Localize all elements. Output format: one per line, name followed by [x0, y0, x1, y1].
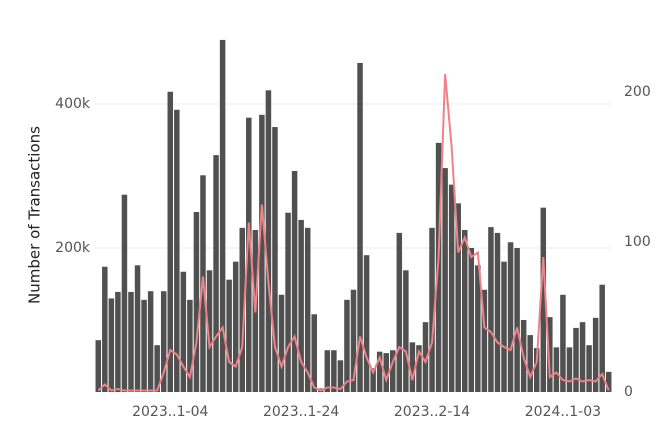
bar [115, 291, 121, 392]
bar [605, 371, 612, 392]
bar [147, 291, 154, 392]
x-tick-label: 2023..1-24 [263, 404, 339, 420]
bar [344, 299, 350, 392]
bar [468, 248, 475, 392]
bar [259, 114, 265, 393]
bar [442, 168, 448, 392]
bar [337, 360, 344, 392]
bar [475, 265, 481, 392]
bar [481, 289, 488, 392]
bar [488, 227, 494, 392]
bar [304, 227, 311, 392]
bar [180, 271, 187, 392]
bar [547, 317, 553, 392]
bar [507, 242, 514, 392]
bar [350, 289, 357, 392]
bar [599, 284, 605, 392]
bar [272, 127, 278, 392]
bar [232, 261, 239, 392]
bar [553, 347, 560, 392]
bar [409, 342, 416, 392]
x-tick-label: 2024..1-03 [525, 404, 601, 420]
bar [363, 255, 370, 392]
bar [154, 345, 160, 392]
bar [102, 266, 108, 392]
bar [134, 265, 141, 392]
x-tick-label: 2023..2-14 [394, 404, 470, 420]
bar [390, 350, 396, 392]
bar [213, 155, 219, 392]
bar [448, 184, 455, 392]
bar [187, 299, 193, 392]
bar [560, 294, 566, 392]
bar [592, 317, 599, 392]
bar [174, 109, 180, 392]
bar [514, 248, 520, 392]
bar [533, 348, 540, 392]
bar [376, 351, 383, 392]
bar [370, 368, 376, 392]
bar [285, 212, 291, 392]
bar [455, 203, 461, 392]
y-tick-label: 400k [55, 96, 91, 112]
bar [108, 298, 115, 392]
bar [416, 345, 422, 392]
bar [95, 340, 102, 392]
bar [167, 91, 174, 392]
line [97, 73, 610, 392]
bar [141, 299, 147, 392]
bar [239, 227, 245, 392]
bar [246, 117, 252, 393]
y-axis-title: Number of Transactions [26, 126, 44, 304]
bar [566, 347, 573, 392]
bar [311, 314, 317, 392]
bar [226, 279, 232, 392]
bar [573, 327, 579, 392]
bar [206, 270, 213, 392]
bar [193, 212, 200, 392]
bar [527, 335, 533, 392]
bar [265, 90, 272, 392]
bar [494, 232, 501, 392]
bar [128, 291, 134, 392]
bar [462, 230, 468, 392]
bar [403, 270, 409, 392]
bar [429, 227, 435, 392]
bar [501, 261, 507, 392]
bar [331, 350, 337, 392]
bar [291, 170, 298, 392]
bar [278, 294, 285, 392]
bar [324, 350, 331, 392]
bar [586, 345, 592, 392]
bar [422, 322, 429, 392]
y-tick-label: 200k [55, 240, 91, 256]
x-tick-label: 2023..1-04 [132, 404, 208, 420]
bar [383, 353, 389, 392]
bar [160, 291, 167, 392]
bar [579, 322, 586, 392]
y2-tick-label: 0 [624, 384, 633, 400]
bar [219, 39, 226, 393]
bar [396, 232, 403, 392]
bar [121, 194, 128, 392]
bar [357, 62, 363, 393]
bar [540, 207, 547, 392]
y2-tick-label: 100 [624, 234, 651, 250]
bar [298, 219, 304, 392]
y2-tick-label: 200 [624, 84, 651, 100]
